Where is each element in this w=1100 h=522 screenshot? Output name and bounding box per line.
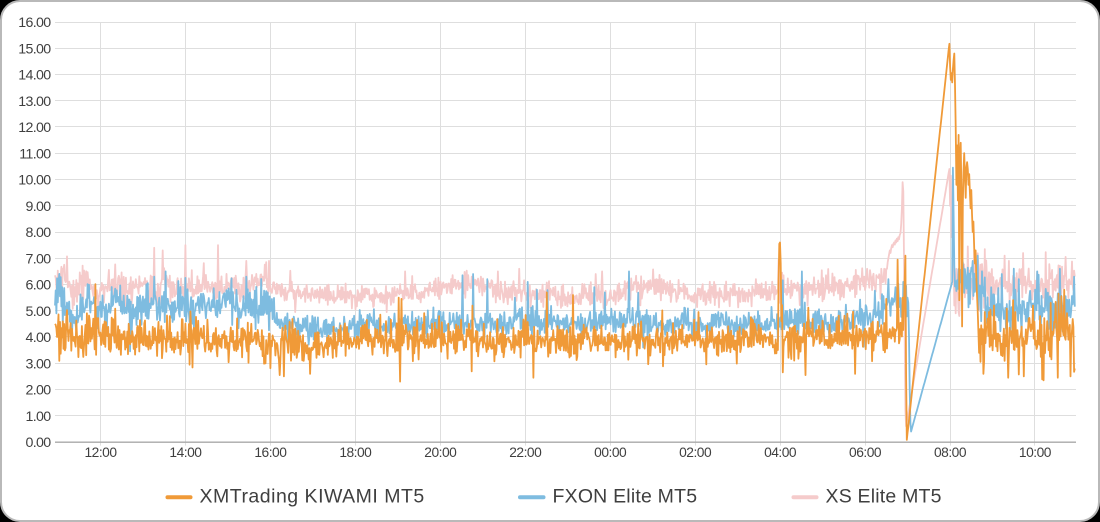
svg-text:XS Elite MT5: XS Elite MT5 — [826, 486, 942, 508]
svg-text:08:00: 08:00 — [934, 445, 967, 460]
svg-text:2.00: 2.00 — [25, 383, 51, 399]
svg-text:14.00: 14.00 — [18, 68, 51, 84]
svg-text:6.00: 6.00 — [25, 278, 51, 294]
svg-text:11.00: 11.00 — [19, 146, 51, 162]
svg-text:15.00: 15.00 — [18, 41, 51, 57]
svg-text:1.00: 1.00 — [25, 409, 51, 425]
svg-text:12.00: 12.00 — [18, 120, 51, 136]
svg-text:20:00: 20:00 — [424, 445, 457, 460]
svg-text:16.00: 16.00 — [18, 15, 51, 31]
svg-text:8.00: 8.00 — [25, 225, 51, 241]
svg-text:04:00: 04:00 — [764, 445, 797, 460]
svg-text:7.00: 7.00 — [25, 251, 51, 267]
svg-text:00:00: 00:00 — [594, 445, 627, 460]
svg-text:10.00: 10.00 — [18, 173, 51, 189]
svg-text:16:00: 16:00 — [254, 445, 287, 460]
svg-text:FXON Elite MT5: FXON Elite MT5 — [553, 486, 698, 508]
svg-text:18:00: 18:00 — [339, 445, 372, 460]
svg-text:5.00: 5.00 — [25, 304, 51, 320]
svg-text:XMTrading KIWAMI MT5: XMTrading KIWAMI MT5 — [200, 486, 425, 508]
svg-text:9.00: 9.00 — [25, 199, 51, 215]
svg-text:0.00: 0.00 — [25, 435, 51, 451]
svg-text:13.00: 13.00 — [18, 94, 51, 110]
svg-text:3.00: 3.00 — [25, 356, 51, 372]
svg-text:10:00: 10:00 — [1019, 445, 1052, 460]
svg-text:02:00: 02:00 — [679, 445, 712, 460]
svg-text:06:00: 06:00 — [849, 445, 882, 460]
svg-text:22:00: 22:00 — [509, 445, 542, 460]
svg-text:4.00: 4.00 — [25, 330, 51, 346]
svg-text:14:00: 14:00 — [169, 445, 202, 460]
svg-text:12:00: 12:00 — [84, 445, 117, 460]
